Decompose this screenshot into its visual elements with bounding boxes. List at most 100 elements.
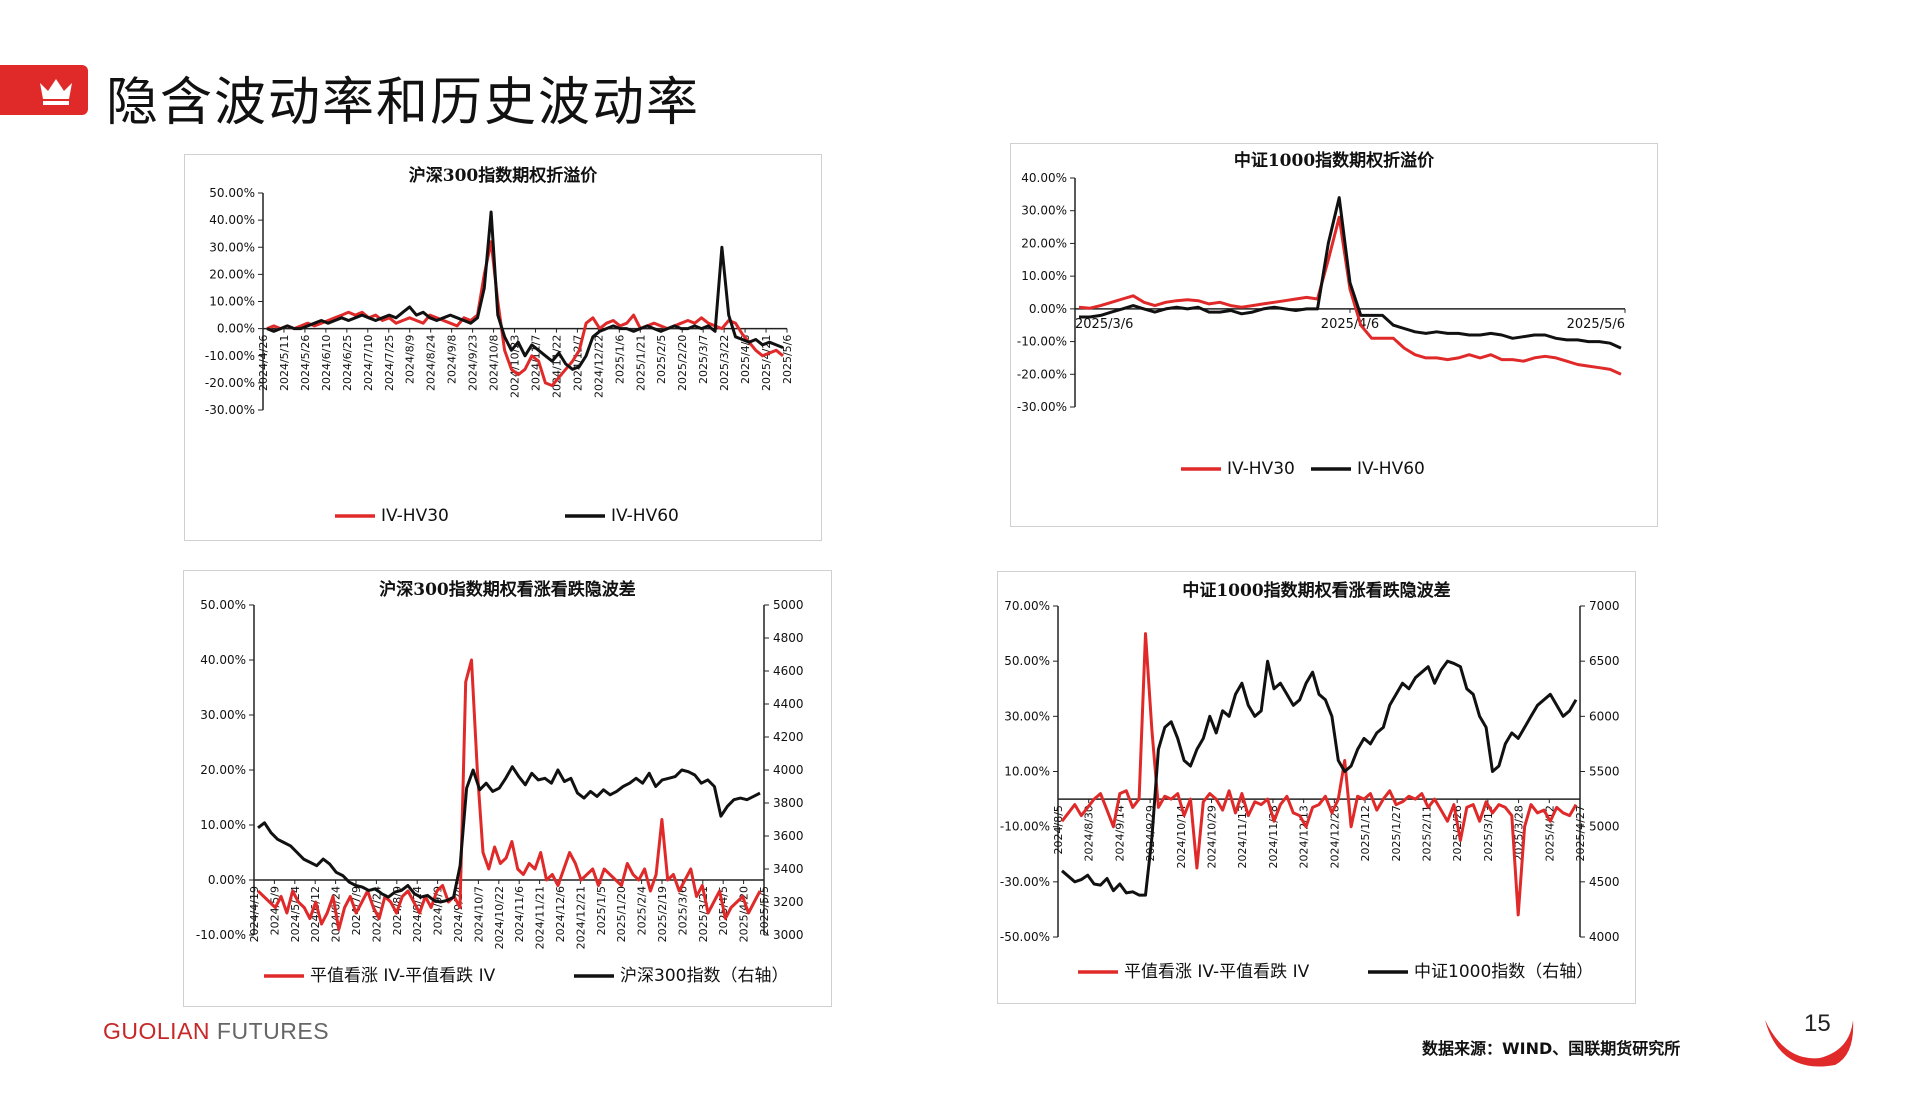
x-tick-label: 2024/6/10 [320, 335, 333, 391]
x-tick-label: 2025/4/12 [1543, 805, 1556, 861]
chart-hs300-premium: 沪深300指数期权折溢价 50.00% 40.00% 30.00% 20.00% 10.0… [184, 154, 822, 541]
x-tick-label: 2025/3/22 [718, 335, 731, 391]
x-tick-label: 2025/2/11 [1420, 805, 1433, 861]
x-tick-label: 2024/11/28 [1267, 805, 1280, 868]
x-tick-label: 2025/1/5 [595, 886, 608, 935]
y-tick-label: -10.00% [1000, 820, 1050, 834]
x-tick-label: 2025/1/27 [1390, 805, 1403, 861]
y-tick-label: -50.00% [1000, 930, 1050, 944]
x-tick-label: 2025/1/12 [1359, 805, 1372, 861]
x-tick-label: 2024/7/25 [383, 335, 396, 391]
x-tick-label: 2025/3/7 [697, 335, 710, 384]
chart-svg-c3: 沪深300指数期权看涨看跌隐波差 50.00% 40.00% 30.00% 20.00%… [196, 579, 804, 986]
x-tick-label: 2025/2/5 [655, 335, 668, 384]
x-tick-label: 2024/5/11 [278, 335, 291, 391]
x-tick-label: 2024/4/19 [248, 886, 261, 942]
x-tick-label: 2025/5/5 [758, 886, 771, 935]
chart-svg-c1: 沪深300指数期权折溢价 50.00% 40.00% 30.00% 20.00% 10.0… [205, 165, 794, 526]
y-tick-label: 50.00% [209, 186, 255, 200]
y2-tick-label: 3600 [773, 829, 804, 843]
chart-csi1000-skew: 中证1000指数期权看涨看跌隐波差 70.00% 50.00% 30.00% 10.00… [997, 571, 1636, 1004]
x-tick-label: 2024/8/24 [425, 335, 438, 391]
y-tick-label: 20.00% [200, 763, 246, 777]
y-tick-label: -30.00% [1017, 400, 1067, 414]
x-tick-label: 2024/9/23 [467, 335, 480, 391]
x-tick-label: 2024/4/26 [257, 335, 270, 391]
legend-label: 沪深300指数（右轴） [620, 966, 788, 986]
y-tick-label: 30.00% [1021, 204, 1067, 218]
legend-label: IV-HV60 [1357, 459, 1425, 479]
x-tick-label: 2025/1/6 [613, 335, 626, 384]
legend-label: 平值看涨 IV-平值看跌 IV [310, 966, 496, 986]
y2-tick-label: 3000 [773, 928, 804, 942]
y-tick-label: 10.00% [209, 295, 255, 309]
brand-sub: FUTURES [216, 1018, 330, 1044]
legend-label: IV-HV30 [1227, 459, 1295, 479]
x-tick-label: 2024/10/8 [488, 335, 501, 391]
x-tick-label: 2025/2/19 [656, 886, 669, 942]
y-tick-label: 0.00% [208, 873, 246, 887]
x-tick-label: 2024/10/29 [1206, 805, 1219, 868]
data-source: 数据来源：WIND、国联期货研究所 [1422, 1039, 1681, 1058]
y2-tick-label: 5500 [1589, 765, 1620, 779]
x-tick-label: 2024/9/8 [446, 335, 459, 384]
x-tick-label: 2024/11/22 [550, 335, 563, 398]
legend-label: 中证1000指数（右轴） [1414, 962, 1593, 982]
x-tick-label: 2024/8/5 [1052, 805, 1065, 854]
series-line-b [1061, 659, 1578, 897]
chart-title: 中证1000指数期权折溢价 [1234, 150, 1435, 171]
series-line-b [266, 210, 784, 371]
y-tick-label: -30.00% [205, 403, 255, 417]
series-line-a [266, 240, 784, 388]
x-tick-label: 2025/2/20 [676, 335, 689, 391]
x-tick-label: 2025/1/21 [634, 335, 647, 391]
y2-tick-label: 3800 [773, 796, 804, 810]
x-tick-label: 2025/4/21 [760, 335, 773, 391]
chart-title: 沪深300指数期权折溢价 [409, 165, 598, 186]
y-tick-label: 20.00% [1021, 236, 1067, 250]
y2-tick-label: 4000 [773, 763, 804, 777]
y-tick-label: -10.00% [205, 349, 255, 363]
series-line-a [256, 658, 762, 931]
chart-svg-c4: 中证1000指数期权看涨看跌隐波差 70.00% 50.00% 30.00% 10.00… [1000, 580, 1620, 982]
x-tick-label: 2024/11/7 [529, 335, 542, 391]
x-tick-label: 2025/4/6 [1321, 317, 1379, 332]
page-swoosh-icon [1765, 1020, 1854, 1067]
y-tick-label: -10.00% [1017, 335, 1067, 349]
x-tick-label: 2025/4/6 [739, 335, 752, 384]
y2-tick-label: 4500 [1589, 875, 1620, 889]
page-title: 隐含波动率和历史波动率 [106, 73, 701, 133]
y2-tick-label: 6000 [1589, 709, 1620, 723]
chart-title: 中证1000指数期权看涨看跌隐波差 [1182, 580, 1450, 601]
legend-label: IV-HV60 [611, 506, 679, 526]
series-line-b [257, 765, 761, 904]
y-tick-label: 10.00% [200, 818, 246, 832]
y-tick-label: 40.00% [209, 213, 255, 227]
x-tick-label: 2025/5/6 [1567, 317, 1625, 332]
y-tick-label: -10.00% [196, 928, 246, 942]
x-tick-label: 2024/7/10 [362, 335, 375, 391]
chart-hs300-skew: 沪深300指数期权看涨看跌隐波差 50.00% 40.00% 30.00% 20.00%… [183, 570, 832, 1007]
y-tick-label: 20.00% [209, 267, 255, 281]
x-tick-label: 2024/11/13 [1236, 805, 1249, 868]
x-tick-label: 2025/2/4 [636, 886, 649, 935]
y-tick-label: -20.00% [205, 376, 255, 390]
y2-tick-label: 6500 [1589, 654, 1620, 668]
x-tick-label: 2024/5/9 [268, 886, 281, 935]
x-tick-label: 2024/8/9 [404, 335, 417, 384]
y2-tick-label: 7000 [1589, 599, 1620, 613]
series-line-a [1060, 632, 1578, 917]
y-tick-label: 50.00% [1004, 654, 1050, 668]
x-tick-label: 2024/11/6 [513, 886, 526, 942]
x-tick-label: 2024/12/28 [1328, 805, 1341, 868]
x-tick-label: 2024/10/7 [472, 886, 485, 942]
y-tick-label: 30.00% [209, 240, 255, 254]
y-tick-label: 30.00% [200, 708, 246, 722]
chart-svg-c2: 中证1000指数期权折溢价 40.00% 30.00% 20.00% 10.00% 0.0… [1017, 150, 1626, 479]
y-tick-label: 40.00% [1021, 171, 1067, 185]
x-tick-label: 2024/6/12 [309, 886, 322, 942]
y2-tick-label: 4800 [773, 631, 804, 645]
y-tick-label: 10.00% [1021, 269, 1067, 283]
title-accent-bar [0, 65, 88, 115]
y2-tick-label: 4400 [773, 697, 804, 711]
